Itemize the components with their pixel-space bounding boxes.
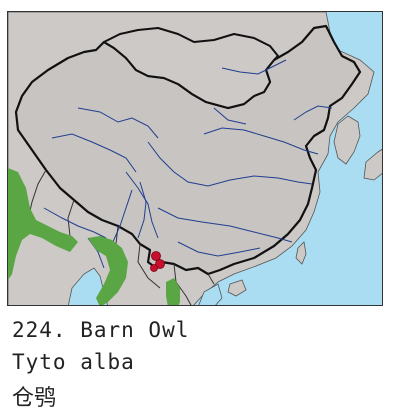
japan-island — [363, 148, 382, 181]
gulf-of-tonkin — [198, 283, 223, 305]
rivers — [43, 59, 333, 269]
species-number-and-name: 224. Barn Owl — [12, 318, 190, 342]
range-area-west — [8, 168, 78, 280]
scientific-name: Tyto alba — [12, 350, 135, 374]
range-map — [7, 11, 383, 306]
range-area-burma — [88, 236, 128, 305]
taiwan-island — [295, 241, 307, 265]
hainan-island — [227, 279, 247, 297]
record-markers — [150, 251, 165, 272]
korean-peninsula — [333, 115, 361, 165]
range-area-south — [166, 278, 180, 305]
chinese-name: 仓鸮 — [12, 386, 57, 411]
mongolia-border — [103, 27, 279, 109]
